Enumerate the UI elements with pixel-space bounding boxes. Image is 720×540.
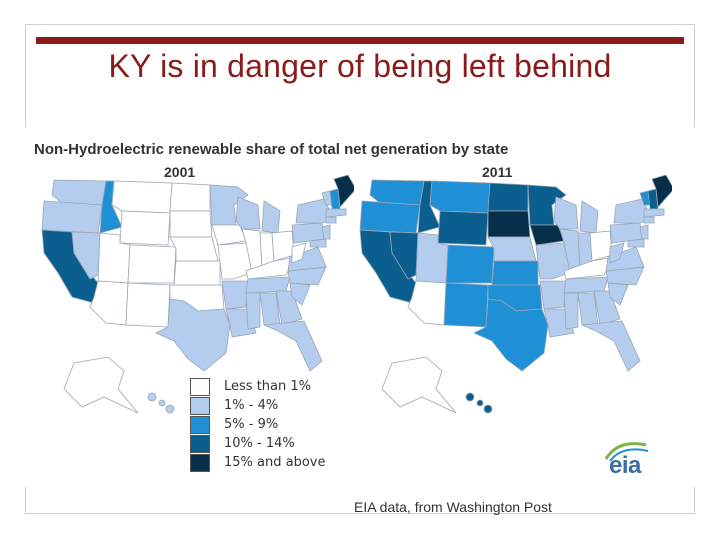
eia-logo-text: eia — [609, 452, 641, 479]
state-me — [651, 175, 672, 208]
state-fl — [263, 320, 323, 372]
state-mt — [111, 180, 173, 214]
state-hi-3 — [165, 404, 175, 414]
legend-item: 10% - 14% — [190, 434, 390, 453]
state-mt — [429, 180, 491, 214]
state-wy — [437, 210, 489, 246]
us-map-2011 — [359, 175, 672, 414]
state-ct — [325, 216, 337, 224]
state-mo — [217, 242, 257, 280]
state-ak — [63, 356, 139, 414]
eia-logo-arc-icon — [604, 442, 649, 462]
state-nm — [125, 282, 171, 328]
state-ar — [221, 280, 249, 310]
state-ar — [539, 280, 567, 310]
title-accent-bar — [36, 37, 684, 44]
legend-item: 1% - 4% — [190, 396, 390, 415]
map-legend: Less than 1% 1% - 4% 5% - 9% 10% - 14% 1… — [190, 377, 390, 472]
state-tx — [155, 298, 231, 372]
state-hi-1 — [147, 392, 157, 402]
state-nd — [169, 182, 211, 212]
state-co — [445, 244, 495, 284]
state-hi-3 — [483, 404, 493, 414]
state-ks — [491, 260, 539, 286]
year-label-2011: 2011 — [482, 164, 513, 180]
state-ga — [275, 290, 303, 326]
state-mo — [535, 242, 575, 280]
state-md — [309, 238, 327, 248]
us-map-2001 — [41, 175, 354, 414]
legend-swatch — [190, 396, 210, 415]
state-ms — [245, 292, 261, 330]
state-va — [287, 246, 327, 272]
state-ma — [643, 208, 665, 218]
legend-item: Less than 1% — [190, 377, 390, 396]
state-tx — [473, 298, 549, 372]
legend-swatch — [190, 453, 210, 472]
state-mi — [261, 200, 281, 234]
state-sd — [169, 210, 213, 238]
state-hi-2 — [476, 399, 484, 407]
state-nd — [487, 182, 529, 212]
legend-swatch — [190, 434, 210, 453]
state-hi-1 — [465, 392, 475, 402]
state-nv — [71, 231, 101, 280]
slide-title: KY is in danger of being left behind — [108, 48, 612, 84]
legend-label: 10% - 14% — [224, 436, 295, 451]
legend-label: Less than 1% — [224, 379, 311, 394]
state-va — [605, 246, 645, 272]
state-wi — [553, 196, 579, 230]
state-co — [127, 244, 177, 284]
year-label-2001: 2001 — [164, 164, 196, 180]
state-wa — [369, 179, 425, 206]
state-ne — [169, 236, 219, 262]
legend-swatch — [190, 415, 210, 434]
state-nm — [443, 282, 489, 328]
state-wa — [51, 179, 107, 206]
source-caption: EIA data, from Washington Post — [354, 499, 552, 515]
figure-title: Non-Hydroelectric renewable share of tot… — [34, 141, 509, 158]
legend-swatch — [190, 377, 210, 396]
legend-item: 15% and above — [190, 453, 390, 472]
state-ga — [593, 290, 621, 326]
state-wv — [609, 242, 625, 264]
state-me — [333, 175, 354, 208]
state-wv — [291, 242, 307, 264]
state-or — [41, 200, 103, 234]
state-ma — [325, 208, 347, 218]
map-figure: Non-Hydroelectric renewable share of tot… — [24, 127, 696, 487]
state-hi-2 — [158, 399, 166, 407]
state-md — [627, 238, 645, 248]
state-ne — [487, 236, 537, 262]
legend-item: 5% - 9% — [190, 415, 390, 434]
legend-label: 5% - 9% — [224, 417, 279, 432]
state-mi — [579, 200, 599, 234]
state-nj — [639, 224, 649, 240]
state-ak — [381, 356, 457, 414]
state-nv — [389, 231, 419, 280]
state-sd — [487, 210, 531, 238]
state-fl — [581, 320, 641, 372]
legend-label: 1% - 4% — [224, 398, 279, 413]
state-ks — [173, 260, 221, 286]
state-ct — [643, 216, 655, 224]
state-or — [359, 200, 421, 234]
state-nj — [321, 224, 331, 240]
state-ms — [563, 292, 579, 330]
legend-label: 15% and above — [224, 455, 326, 470]
state-wy — [119, 210, 171, 246]
state-wi — [235, 196, 261, 230]
